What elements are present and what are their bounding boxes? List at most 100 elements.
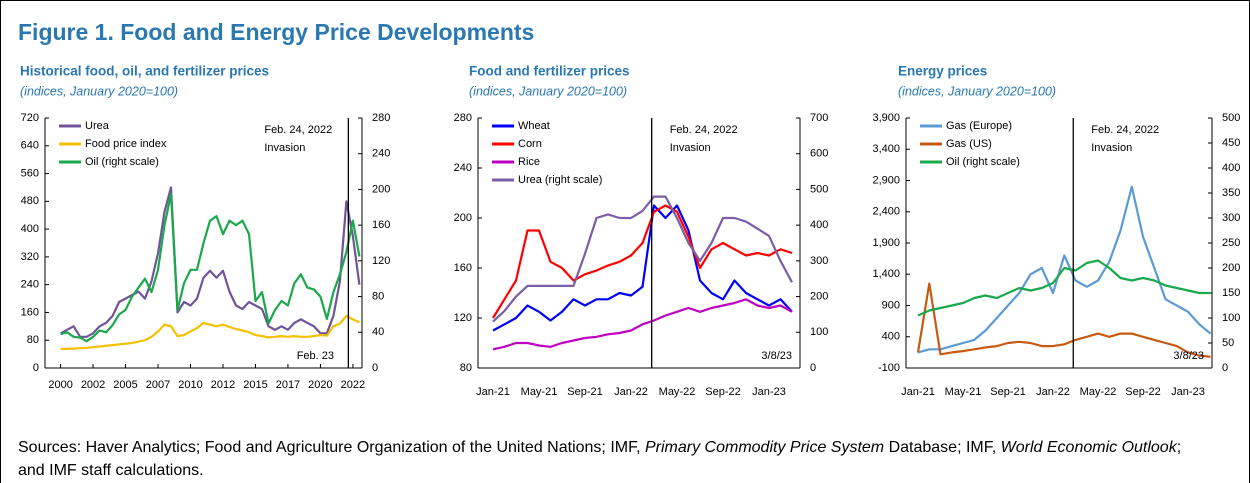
x-tick-label: Jan-23: [752, 386, 786, 398]
chart-units: (indices, January 2020=100): [469, 84, 627, 98]
x-tick-label: May-21: [521, 386, 558, 398]
y2-tick-label: 0: [1222, 362, 1228, 374]
y2-tick-label: 250: [1222, 237, 1240, 249]
y2-tick-label: 300: [810, 255, 828, 267]
y-tick-label: 900: [882, 299, 900, 311]
x-tick-label: Jan-23: [1171, 386, 1205, 398]
y-tick-label: 400: [882, 331, 900, 343]
chart-units: (indices, January 2020=100): [20, 84, 178, 98]
legend-label: Food price index: [85, 138, 167, 150]
x-tick-label: 2002: [81, 379, 105, 391]
event-label: Feb. 24, 2022: [1091, 124, 1159, 136]
sources-text: ; and IMF staff calculations.: [18, 439, 1182, 479]
y-tick-label: 1,400: [872, 268, 900, 280]
chart-subtitle: Energy prices: [898, 64, 987, 79]
y-tick-label: 400: [21, 223, 39, 235]
x-tick-label: 2007: [146, 379, 170, 391]
legend-label: Gas (US): [946, 138, 992, 150]
y-tick-label: 160: [454, 262, 472, 274]
chart-units: (indices, January 2020=100): [898, 84, 1056, 98]
y2-tick-label: 160: [372, 219, 390, 231]
chart-subtitle: Historical food, oil, and fertilizer pri…: [20, 64, 269, 79]
y2-tick-label: 400: [1222, 162, 1240, 174]
note: 3/8/23: [761, 350, 792, 362]
series-line: [916, 282, 1211, 358]
x-tick-label: 2020: [308, 379, 332, 391]
y2-tick-label: 600: [810, 148, 828, 160]
x-tick-label: May-22: [1080, 386, 1117, 398]
y2-tick-label: 200: [810, 290, 828, 302]
chart-subtitle: Food and fertilizer prices: [469, 64, 630, 79]
x-tick-label: Sep-21: [990, 386, 1025, 398]
y2-tick-label: 400: [810, 219, 828, 231]
sources-text: Sources: Haver Analytics; Food and Agric…: [18, 439, 645, 456]
y2-tick-label: 450: [1222, 137, 1240, 149]
y2-tick-label: 350: [1222, 187, 1240, 199]
legend-label: Oil (right scale): [946, 156, 1020, 168]
y2-tick-label: 0: [372, 362, 378, 374]
y-tick-label: 2,400: [872, 206, 900, 218]
x-tick-label: 2017: [276, 379, 300, 391]
x-tick-label: Sep-21: [567, 386, 602, 398]
x-tick-label: Jan-21: [901, 386, 935, 398]
figure-title: Figure 1. Food and Energy Price Developm…: [18, 19, 534, 45]
event-label: Invasion: [670, 142, 711, 154]
y-tick-label: 2,900: [872, 174, 900, 186]
x-tick-label: 2012: [211, 379, 235, 391]
y2-tick-label: 50: [1222, 337, 1234, 349]
legend-label: Wheat: [518, 120, 550, 132]
event-label: Feb. 24, 2022: [264, 124, 332, 136]
y-tick-label: 3,900: [872, 112, 900, 124]
event-label: Invasion: [264, 142, 305, 154]
y-tick-label: 200: [454, 212, 472, 224]
y-tick-label: 720: [21, 112, 39, 124]
y-tick-label: -100: [878, 362, 900, 374]
note: 3/8/23: [1173, 350, 1204, 362]
y-tick-label: 560: [21, 167, 39, 179]
x-tick-label: Jan-22: [614, 386, 648, 398]
x-tick-label: 2015: [243, 379, 267, 391]
y2-tick-label: 40: [372, 326, 384, 338]
x-tick-label: Sep-22: [705, 386, 740, 398]
y-tick-label: 120: [454, 312, 472, 324]
y2-tick-label: 150: [1222, 287, 1240, 299]
x-tick-label: 2010: [178, 379, 202, 391]
y2-tick-label: 700: [810, 112, 828, 124]
series-line: [60, 192, 361, 343]
y2-tick-label: 500: [810, 183, 828, 195]
series-line: [492, 204, 793, 332]
y2-tick-label: 0: [810, 362, 816, 374]
note: Feb. 23: [297, 350, 334, 362]
y2-tick-label: 200: [372, 183, 390, 195]
event-label: Feb. 24, 2022: [670, 124, 738, 136]
legend-label: Corn: [518, 138, 542, 150]
y2-tick-label: 120: [372, 255, 390, 267]
sources-text: Database; IMF,: [884, 439, 1001, 456]
y-tick-label: 1,900: [872, 237, 900, 249]
x-tick-label: Sep-22: [1125, 386, 1160, 398]
x-tick-label: 2022: [341, 379, 365, 391]
sources-text: World Economic Outlook: [1000, 439, 1177, 456]
legend-label: Urea (right scale): [518, 174, 602, 186]
y2-tick-label: 80: [372, 290, 384, 302]
y2-tick-label: 500: [1222, 112, 1240, 124]
y-tick-label: 80: [27, 334, 39, 346]
legend-label: Rice: [518, 156, 540, 168]
x-tick-label: Jan-21: [476, 386, 510, 398]
y2-tick-label: 280: [372, 112, 390, 124]
y-tick-label: 80: [460, 362, 472, 374]
series-line: [492, 204, 793, 319]
x-tick-label: 2000: [48, 379, 72, 391]
y-tick-label: 3,400: [872, 143, 900, 155]
series-line: [492, 195, 793, 323]
y2-tick-label: 240: [372, 148, 390, 160]
y2-tick-label: 200: [1222, 262, 1240, 274]
y2-tick-label: 100: [810, 326, 828, 338]
series-line: [492, 298, 793, 351]
event-label: Invasion: [1091, 142, 1132, 154]
sources: Sources: Haver Analytics; Food and Agric…: [18, 436, 1198, 482]
x-tick-label: May-21: [945, 386, 982, 398]
series-line: [60, 314, 360, 350]
